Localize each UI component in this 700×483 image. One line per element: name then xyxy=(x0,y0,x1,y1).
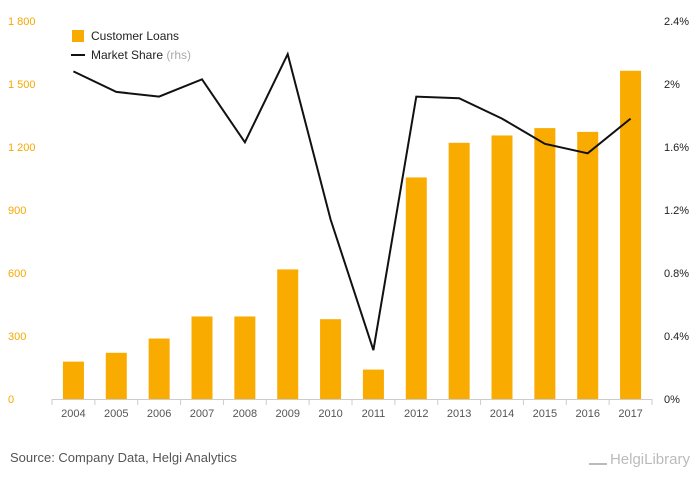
legend: Customer Loans Market Share (rhs) xyxy=(71,29,191,62)
left-tick-label: 1 500 xyxy=(8,79,36,91)
market-share-line xyxy=(72,51,632,351)
legend-label-share-sub: (rhs) xyxy=(166,48,191,62)
left-tick-label: 0 xyxy=(8,394,14,406)
loan-bar xyxy=(405,177,427,399)
loan-bars xyxy=(62,70,642,400)
market-share-line-layer xyxy=(72,51,632,351)
loan-bar xyxy=(191,316,213,399)
brand-text: HelgiLibrary xyxy=(609,451,690,468)
loan-bar xyxy=(62,361,84,399)
right-tick-label: 2.4% xyxy=(664,16,689,28)
loan-bar xyxy=(148,338,170,399)
loan-bar xyxy=(105,352,127,399)
x-tick-label: 2008 xyxy=(233,408,257,420)
loan-bar xyxy=(362,369,384,399)
loan-bar xyxy=(577,131,599,399)
left-tick-label: 300 xyxy=(8,331,26,343)
legend-label-loans: Customer Loans xyxy=(91,29,179,43)
loan-bar xyxy=(620,70,642,400)
left-tick-label: 1 800 xyxy=(8,16,36,28)
loan-bar xyxy=(234,316,256,399)
left-axis-ticks: 0 300 600 900 1 200 1 500 1 800 xyxy=(8,16,36,406)
right-tick-label: 0.8% xyxy=(664,268,689,280)
x-tick-label: 2004 xyxy=(61,408,85,420)
x-tick-label: 2014 xyxy=(490,408,514,420)
x-tick-label: 2017 xyxy=(618,408,642,420)
legend-label-share: Market Share (rhs) xyxy=(91,48,191,62)
left-tick-label: 900 xyxy=(8,205,26,217)
loan-bar xyxy=(448,142,470,400)
left-tick-label: 600 xyxy=(8,268,26,280)
loan-bar xyxy=(277,269,299,399)
x-tick-label: 2009 xyxy=(275,408,299,420)
legend-swatch-loans xyxy=(72,30,84,42)
loan-bar xyxy=(320,319,342,399)
x-tick-label: 2015 xyxy=(533,408,557,420)
loan-bar xyxy=(534,128,556,399)
library-icon xyxy=(588,451,607,465)
source-note: Source: Company Data, Helgi Analytics xyxy=(10,450,237,465)
right-tick-label: 1.6% xyxy=(664,142,689,154)
x-tick-label: 2013 xyxy=(447,408,471,420)
right-axis-ticks: 0% 0.4% 0.8% 1.2% 1.6% 2% 2.4% xyxy=(664,16,689,406)
left-tick-label: 1 200 xyxy=(8,142,36,154)
right-tick-label: 0.4% xyxy=(664,331,689,343)
right-tick-label: 2% xyxy=(664,79,680,91)
x-tick-label: 2016 xyxy=(575,408,599,420)
x-tick-label: 2011 xyxy=(362,408,386,420)
x-tick-label: 2010 xyxy=(318,408,342,420)
brand-logo: HelgiLibrary xyxy=(588,450,690,468)
x-tick-label: 2007 xyxy=(190,408,214,420)
right-tick-label: 0% xyxy=(664,394,680,406)
right-tick-label: 1.2% xyxy=(664,205,689,217)
x-tick-label: 2005 xyxy=(104,408,128,420)
x-tick-label: 2006 xyxy=(147,408,171,420)
loan-bar xyxy=(491,135,513,399)
x-axis: 2004 2005 2006 2007 2008 2009 2010 2011 2012 2013… xyxy=(51,399,653,420)
x-tick-label: 2012 xyxy=(404,408,428,420)
